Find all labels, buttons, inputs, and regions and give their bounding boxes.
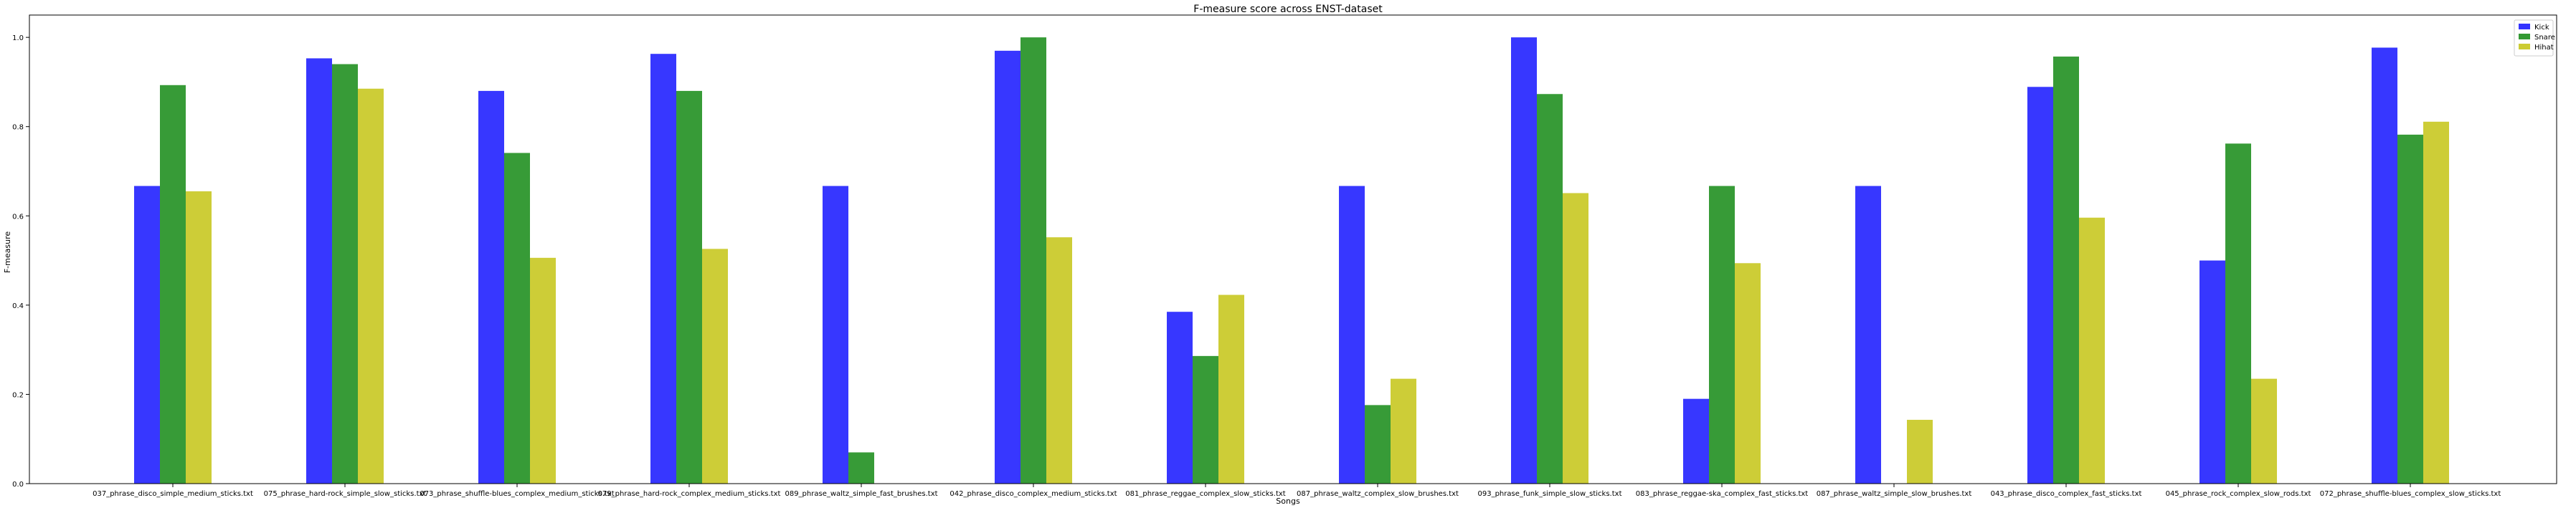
bar-hihat-8: [1563, 193, 1588, 484]
x-tick-label: 072_phrase_shuffle-blues_complex_slow_st…: [2320, 490, 2501, 498]
legend-label-snare: Snare: [2534, 34, 2555, 42]
legend-swatch-hihat: [2519, 44, 2530, 49]
y-axis-label: F-measure: [3, 231, 12, 274]
x-tick-label: 087_phrase_waltz_simple_slow_brushes.txt: [1817, 490, 1972, 498]
bar-hihat-9: [1735, 263, 1761, 484]
bar-snare-11: [2053, 56, 2079, 484]
bar-hihat-6: [1218, 294, 1244, 484]
bar-hihat-0: [186, 191, 212, 484]
bar-kick-10: [1855, 186, 1881, 484]
bar-hihat-3: [702, 249, 728, 484]
y-tick-label: 0.6: [12, 213, 24, 221]
bar-kick-2: [478, 90, 504, 484]
bar-hihat-7: [1391, 378, 1416, 484]
bar-hihat-5: [1046, 237, 1072, 484]
bar-snare-8: [1537, 94, 1563, 484]
bar-kick-6: [1167, 312, 1193, 484]
bar-kick-3: [650, 54, 676, 484]
y-tick-label: 1.0: [12, 34, 24, 42]
x-tick-label: 042_phrase_disco_complex_medium_sticks.t…: [950, 490, 1117, 498]
y-tick-label: 0.2: [12, 391, 24, 399]
bar-hihat-2: [530, 257, 556, 484]
x-tick-label: 037_phrase_disco_simple_medium_sticks.tx…: [93, 490, 253, 498]
bar-hihat-1: [358, 88, 384, 484]
bar-hihat-11: [2079, 217, 2105, 484]
bar-kick-12: [2199, 260, 2225, 484]
bar-kick-8: [1511, 37, 1537, 484]
plot-frame: [29, 14, 2557, 484]
y-tick-label: 0.4: [12, 302, 24, 310]
x-tick-label: 083_phrase_reggae-ska_complex_fast_stick…: [1636, 490, 1809, 498]
legend-label-hihat: Hihat: [2534, 44, 2554, 52]
chart-title: F-measure score across ENST-dataset: [1193, 4, 1383, 15]
y-tick-label: 0.0: [12, 481, 24, 489]
bar-kick-5: [995, 50, 1021, 484]
legend-swatch-snare: [2519, 34, 2530, 39]
x-tick-label: 073_phrase_shuffle-blues_complex_medium_…: [420, 490, 614, 498]
bar-snare-5: [1021, 37, 1046, 484]
axes-layer: 0.0 0.2 0.4 0.6 0.8 1.0 037_phrase_disco_simpl…: [12, 14, 2557, 498]
x-axis-label: Songs: [1276, 497, 1300, 506]
x-tick-label: 093_phrase_funk_simple_slow_sticks.txt: [1477, 490, 1621, 498]
bar-kick-11: [2027, 87, 2053, 484]
legend-swatch-kick: [2519, 24, 2530, 29]
bar-kick-4: [823, 186, 848, 484]
legend-label-kick: Kick: [2534, 24, 2549, 32]
bar-snare-3: [676, 90, 702, 484]
bars-layer: [134, 37, 2449, 484]
bar-snare-6: [1193, 355, 1218, 484]
x-tick-label: 075_phrase_hard-rock_simple_slow_sticks.…: [264, 490, 427, 498]
x-tick-label: 087_phrase_waltz_complex_slow_brushes.tx…: [1297, 490, 1459, 498]
bar-snare-1: [332, 64, 358, 484]
bar-snare-9: [1709, 186, 1735, 484]
bar-snare-2: [504, 153, 530, 484]
bar-kick-7: [1339, 186, 1365, 484]
bar-kick-0: [134, 186, 160, 484]
y-tick-label: 0.8: [12, 124, 24, 132]
bar-kick-9: [1683, 398, 1709, 484]
x-tick-label: 079_phrase_hard-rock_complex_medium_stic…: [598, 490, 781, 498]
legend: Kick Snare Hihat: [2514, 19, 2555, 57]
x-tick-label: 089_phrase_waltz_simple_fast_brushes.txt: [785, 490, 937, 498]
bar-snare-0: [160, 85, 186, 484]
x-tick-label: 045_phrase_rock_complex_slow_rods.txt: [2166, 490, 2311, 498]
bar-snare-7: [1365, 405, 1391, 484]
bar-snare-13: [2397, 134, 2423, 484]
bar-snare-12: [2225, 143, 2251, 484]
bar-kick-13: [2372, 47, 2397, 484]
bar-kick-1: [306, 58, 332, 484]
x-tick-label: 081_phrase_reggae_complex_slow_sticks.tx…: [1125, 490, 1285, 498]
bar-hihat-10: [1907, 419, 1933, 484]
bar-hihat-13: [2423, 121, 2449, 484]
x-tick-label: 043_phrase_disco_complex_fast_sticks.txt: [1991, 490, 2142, 498]
bar-snare-4: [848, 452, 874, 484]
bar-hihat-12: [2251, 378, 2277, 484]
